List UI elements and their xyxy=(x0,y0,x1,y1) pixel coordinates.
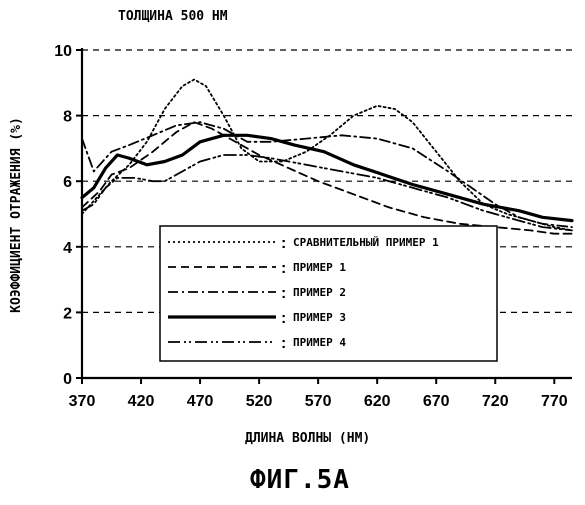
series-line-2 xyxy=(82,122,572,234)
y-axis-label: КОЭФФИЦИЕНТ ОТРАЖЕНИЯ (%) xyxy=(9,117,24,313)
legend-colon-3: : xyxy=(281,285,286,302)
y-tick-label: 2 xyxy=(63,305,72,322)
y-tick-label: 10 xyxy=(54,43,72,60)
y-tick-label: 6 xyxy=(63,174,72,191)
legend-label-2: ПРИМЕР 1 xyxy=(293,261,346,274)
legend-colon-2: : xyxy=(281,260,286,277)
legend-colon-5: : xyxy=(281,335,286,352)
y-tick-label: 4 xyxy=(63,240,72,257)
x-tick-label: 620 xyxy=(364,393,391,410)
figure-caption: ФИГ.5А xyxy=(250,465,350,495)
series-line-5 xyxy=(82,155,572,230)
x-tick-label: 370 xyxy=(69,393,96,410)
legend-colon-4: : xyxy=(281,310,286,327)
x-tick-labels: 370 420 470 520 570 620 670 720 770 xyxy=(69,393,568,410)
legend-label-5: ПРИМЕР 4 xyxy=(293,336,346,349)
x-tick-label: 420 xyxy=(128,393,155,410)
legend-label-3: ПРИМЕР 2 xyxy=(293,286,346,299)
x-tick-label: 520 xyxy=(246,393,273,410)
series-lines xyxy=(82,80,572,234)
y-tick-label: 0 xyxy=(63,371,72,388)
x-tick-label: 470 xyxy=(187,393,214,410)
legend-label-4: ПРИМЕР 3 xyxy=(293,311,346,324)
x-axis-label: ДЛИНА ВОЛНЫ (НМ) xyxy=(245,431,370,446)
x-tick-label: 770 xyxy=(541,393,568,410)
x-tick-label: 670 xyxy=(423,393,450,410)
x-tick-label: 720 xyxy=(482,393,509,410)
y-tick-label: 8 xyxy=(63,109,72,126)
legend-label-1: СРАВНИТЕЛЬНЫЙ ПРИМЕР 1 xyxy=(293,236,439,249)
series-line-4 xyxy=(82,135,572,220)
chart-subtitle: ТОЛЩИНА 500 НМ xyxy=(118,9,228,24)
y-tick-labels: 0 2 4 6 8 10 xyxy=(54,43,72,388)
legend-colon-1: : xyxy=(281,235,286,252)
series-line-3 xyxy=(82,122,572,227)
x-tick-label: 570 xyxy=(305,393,332,410)
legend: : СРАВНИТЕЛЬНЫЙ ПРИМЕР 1: ПРИМЕР 1: ПРИМЕР … xyxy=(160,226,497,361)
